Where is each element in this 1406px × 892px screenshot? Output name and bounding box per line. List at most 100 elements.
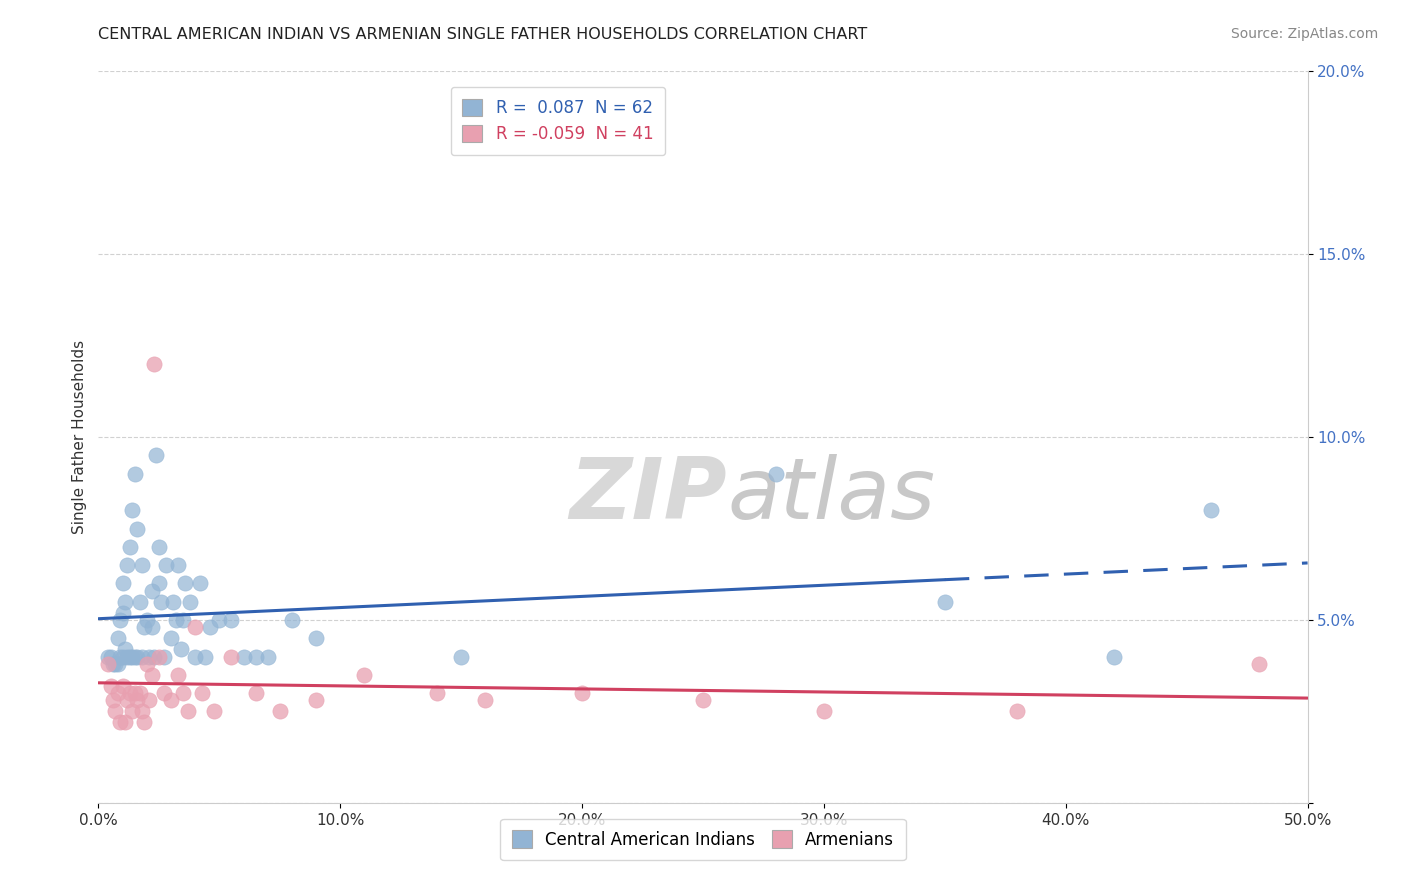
Point	[160, 632, 183, 646]
Point	[121, 705, 143, 719]
Point	[169, 642, 191, 657]
Point	[128, 594, 150, 608]
Point	[172, 613, 194, 627]
Point	[221, 649, 243, 664]
Point	[204, 705, 226, 719]
Point	[281, 613, 304, 627]
Point	[813, 705, 835, 719]
Point	[135, 613, 157, 627]
Text: CENTRAL AMERICAN INDIAN VS ARMENIAN SINGLE FATHER HOUSEHOLDS CORRELATION CHART: CENTRAL AMERICAN INDIAN VS ARMENIAN SING…	[98, 27, 868, 42]
Point	[232, 649, 254, 664]
Point	[765, 467, 787, 481]
Point	[100, 649, 122, 664]
Point	[152, 686, 174, 700]
Point	[108, 715, 131, 730]
Point	[148, 540, 170, 554]
Point	[177, 705, 200, 719]
Point	[138, 649, 160, 664]
Point	[1249, 657, 1271, 671]
Text: atlas: atlas	[727, 454, 935, 537]
Point	[143, 649, 166, 664]
Point	[148, 649, 170, 664]
Text: Source: ZipAtlas.com: Source: ZipAtlas.com	[1230, 27, 1378, 41]
Point	[135, 657, 157, 671]
Point	[107, 657, 129, 671]
Point	[160, 693, 183, 707]
Point	[131, 705, 153, 719]
Point	[305, 693, 328, 707]
Point	[111, 606, 134, 620]
Point	[127, 521, 149, 535]
Point	[198, 620, 221, 634]
Point	[111, 649, 134, 664]
Point	[188, 576, 211, 591]
Point	[143, 357, 166, 371]
Point	[167, 558, 190, 573]
Point	[934, 594, 956, 608]
Point	[124, 686, 146, 700]
Point	[117, 558, 139, 573]
Point	[145, 448, 167, 462]
Point	[179, 594, 201, 608]
Point	[134, 620, 156, 634]
Point	[174, 576, 197, 591]
Point	[692, 693, 714, 707]
Point	[114, 594, 136, 608]
Point	[117, 693, 139, 707]
Point	[108, 649, 131, 664]
Point	[138, 693, 160, 707]
Point	[141, 620, 163, 634]
Point	[107, 632, 129, 646]
Point	[184, 620, 207, 634]
Point	[131, 558, 153, 573]
Point	[101, 693, 124, 707]
Point	[117, 649, 139, 664]
Point	[150, 594, 173, 608]
Point	[450, 649, 472, 664]
Point	[162, 594, 184, 608]
Point	[208, 613, 231, 627]
Point	[1199, 503, 1222, 517]
Point	[148, 576, 170, 591]
Point	[124, 649, 146, 664]
Point	[127, 649, 149, 664]
Point	[167, 667, 190, 681]
Point	[121, 503, 143, 517]
Point	[152, 649, 174, 664]
Point	[172, 686, 194, 700]
Point	[221, 613, 243, 627]
Point	[111, 679, 134, 693]
Point	[426, 686, 449, 700]
Point	[107, 686, 129, 700]
Point	[474, 693, 496, 707]
Point	[104, 705, 127, 719]
Point	[155, 558, 177, 573]
Point	[1007, 705, 1029, 719]
Point	[101, 657, 124, 671]
Point	[97, 657, 120, 671]
Point	[97, 649, 120, 664]
Point	[100, 679, 122, 693]
Point	[141, 583, 163, 598]
Point	[571, 686, 593, 700]
Point	[245, 686, 267, 700]
Point	[114, 715, 136, 730]
Point	[118, 649, 141, 664]
Point	[108, 613, 131, 627]
Y-axis label: Single Father Households: Single Father Households	[72, 340, 87, 534]
Point	[118, 686, 141, 700]
Point	[184, 649, 207, 664]
Point	[353, 667, 375, 681]
Point	[245, 649, 267, 664]
Point	[118, 540, 141, 554]
Point	[1102, 649, 1125, 664]
Point	[165, 613, 187, 627]
Text: ZIP: ZIP	[569, 454, 727, 537]
Point	[191, 686, 214, 700]
Point	[121, 649, 143, 664]
Point	[305, 632, 328, 646]
Legend: Central American Indians, Armenians: Central American Indians, Armenians	[501, 819, 905, 860]
Point	[111, 576, 134, 591]
Point	[124, 467, 146, 481]
Point	[269, 705, 291, 719]
